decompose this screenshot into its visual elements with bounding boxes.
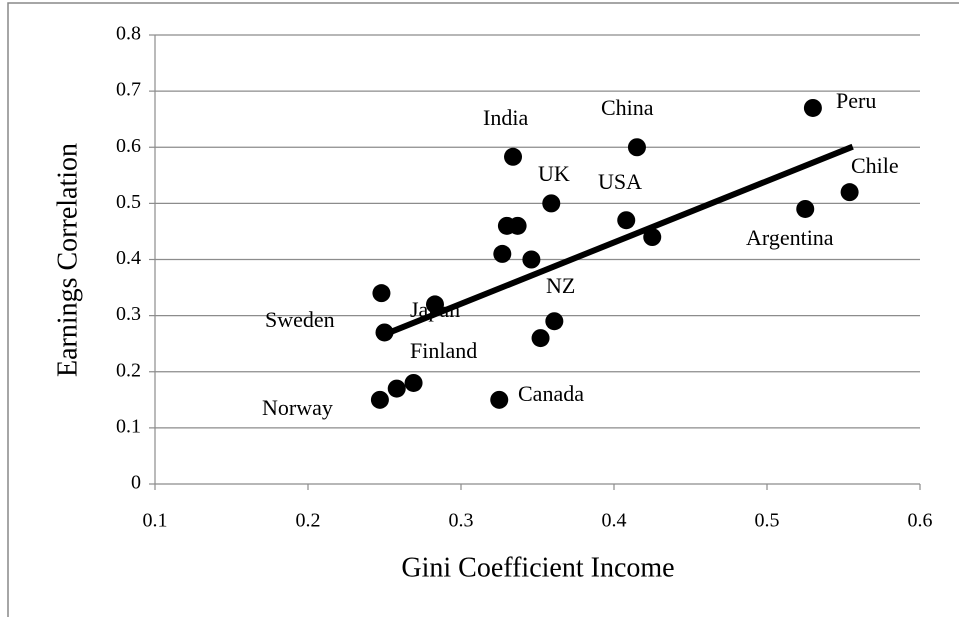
y-tick-label: 0.6: [116, 135, 141, 157]
point-annotation: NZ: [546, 273, 575, 298]
point: [372, 284, 391, 303]
point: [370, 390, 389, 409]
point-annotation: Argentina: [746, 225, 834, 250]
x-tick-label: 0.2: [296, 510, 321, 532]
point: [531, 329, 550, 348]
x-tick-label: 0.6: [908, 510, 933, 532]
x-tick-label: 0.1: [143, 510, 168, 532]
y-tick-label: 0: [131, 472, 141, 494]
point-annotation: Peru: [836, 88, 876, 113]
y-tick-label: 0.5: [116, 191, 141, 213]
point: [545, 312, 564, 331]
y-tick-label: 0.8: [116, 23, 141, 45]
point-annotation: Japan: [410, 297, 460, 322]
point-annotation: Sweden: [265, 307, 335, 332]
x-tick-label: 0.3: [449, 510, 474, 532]
y-axis-title: Earnings Correlation: [52, 143, 83, 377]
y-tick-label: 0.3: [116, 303, 141, 325]
point-annotation: Finland: [410, 338, 477, 363]
y-tick-label: 0.2: [116, 359, 141, 381]
frame: [7, 2, 959, 617]
point: [490, 390, 509, 409]
point: [522, 250, 541, 269]
point: [840, 183, 859, 202]
y-tick-label: 0.1: [116, 415, 141, 437]
x-tick-label: 0.5: [755, 510, 780, 532]
point-annotation: China: [601, 95, 654, 120]
point: [796, 199, 815, 218]
point-annotation: Canada: [518, 381, 584, 406]
point-annotation: India: [483, 105, 528, 130]
y-tick-label: 0.7: [116, 79, 141, 101]
point: [508, 216, 527, 235]
point: [542, 194, 561, 213]
point-annotation: Norway: [262, 395, 333, 420]
point: [387, 379, 406, 398]
trend-line: [377, 143, 854, 340]
point: [493, 244, 512, 263]
y-tick-label: 0.4: [116, 247, 141, 269]
x-tick-label: 0.4: [602, 510, 627, 532]
x-axis-title: Gini Coefficient Income: [401, 552, 674, 583]
point: [803, 98, 822, 117]
point: [404, 373, 423, 392]
point: [643, 228, 662, 247]
point: [425, 295, 444, 314]
point-annotation: Chile: [851, 153, 899, 178]
point-annotation: USA: [598, 169, 642, 194]
point: [504, 147, 523, 166]
point-annotation: UK: [538, 161, 570, 186]
point: [627, 138, 646, 157]
point: [617, 211, 636, 230]
